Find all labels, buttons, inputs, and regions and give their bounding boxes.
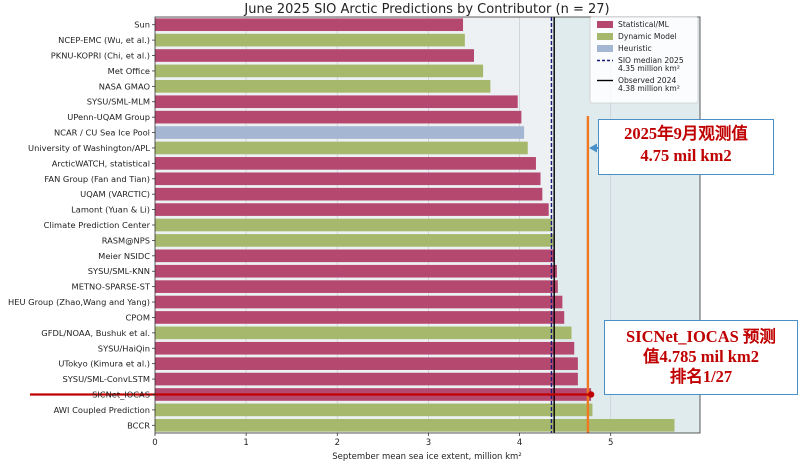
- y-tick-label-25: AWI Coupled Prediction: [54, 405, 150, 415]
- legend-swatch-0: [597, 21, 613, 28]
- bar-14: [155, 234, 554, 247]
- bar-18: [155, 295, 563, 309]
- sicnet-annotation-line3: 排名1/27: [669, 366, 733, 386]
- y-tick-label-12: Lamont (Yuan & Li): [71, 205, 150, 215]
- observed-2025-annotation: 2025年9月观测值 4.75 mil km2: [598, 119, 774, 175]
- x-tick-label-5: 5: [608, 438, 613, 448]
- y-tick-label-22: UTokyo (Kimura et al.): [58, 359, 150, 369]
- bar-4: [155, 80, 491, 93]
- bar-10: [155, 172, 541, 186]
- sicnet-annotation-line1: SICNet_IOCAS 预测: [626, 327, 776, 346]
- bar-3: [155, 64, 484, 78]
- bar-1: [155, 33, 465, 47]
- y-tick-label-19: CPOM: [126, 312, 151, 322]
- y-tick-label-9: ArcticWATCH, statistical: [52, 158, 150, 168]
- y-tick-label-11: UQAM (VARCTIC): [80, 189, 150, 199]
- bars: [155, 18, 675, 432]
- legend-frame: [589, 16, 699, 104]
- observed-2025-title: 2025年9月观测值: [624, 124, 748, 143]
- y-tick-label-18: HEU Group (Zhao,Wang and Yang): [8, 297, 150, 307]
- chart-title: June 2025 SIO Arctic Predictions by Cont…: [243, 2, 609, 17]
- y-tick-label-23: SYSU/SML-ConvLSTM: [62, 374, 150, 384]
- y-tick-label-15: Meier NSIDC: [98, 251, 150, 261]
- bar-9: [155, 157, 536, 170]
- bar-5: [155, 95, 518, 109]
- legend-label-2: Heuristic: [618, 44, 652, 53]
- bar-8: [155, 141, 528, 155]
- legend-label-3: SIO median 2025: [618, 56, 684, 65]
- bar-7: [155, 126, 525, 139]
- legend-swatch-1: [597, 33, 613, 40]
- bar-13: [155, 218, 553, 232]
- x-tick-label-1: 1: [243, 438, 248, 448]
- y-tick-label-26: BCCR: [127, 420, 150, 430]
- bar-11: [155, 187, 543, 201]
- sicnet-annotation: SICNet_IOCAS 预测 值4.785 mil km2 排名1/27: [604, 320, 798, 395]
- x-tick-label-4: 4: [517, 438, 522, 448]
- y-tick-label-17: METNO-SPARSE-ST: [72, 282, 151, 292]
- observed-2025-value: 4.75 mil km2: [640, 145, 732, 165]
- reference-lines: [30, 17, 595, 433]
- x-tick-label-2: 2: [335, 438, 340, 448]
- plot-frame: [154, 16, 701, 434]
- legend-label-0: Statistical/ML: [618, 20, 670, 29]
- bar-23: [155, 372, 578, 386]
- legend-swatch-2: [597, 45, 613, 52]
- legend-sublabel-3: 4.35 million km²: [618, 64, 680, 73]
- y-tick-label-4: NASA GMAO: [99, 81, 151, 91]
- annotation-arrow-head: [589, 143, 597, 153]
- sicnet-highlight-marker: [587, 391, 595, 398]
- bar-25: [155, 403, 593, 417]
- bar-16: [155, 264, 557, 278]
- bar-0: [155, 18, 464, 32]
- legend-label-1: Dynamic Model: [618, 32, 677, 41]
- y-tick-label-7: NCAR / CU Sea Ice Pool: [54, 128, 150, 138]
- y-tick-label-13: Climate Prediction Center: [44, 220, 151, 230]
- bar-20: [155, 326, 572, 340]
- y-tick-label-10: FAN Group (Fan and Tian): [44, 174, 150, 184]
- x-tick-label-3: 3: [426, 438, 431, 448]
- bar-2: [155, 49, 474, 62]
- bar-19: [155, 311, 565, 324]
- y-tick-label-6: UPenn-UQAM Group: [67, 112, 150, 122]
- y-tick-label-0: Sun: [134, 20, 150, 30]
- y-tick-label-1: NCEP-EMC (Wu, et al.): [58, 35, 150, 45]
- bar-21: [155, 341, 575, 355]
- sicnet-annotation-line2: 值4.785 mil km2: [643, 346, 759, 366]
- legend-label-4: Observed 2024: [618, 76, 676, 85]
- y-tick-label-16: SYSU/SML-KNN: [88, 266, 150, 276]
- legend-sublabel-4: 4.38 million km²: [618, 84, 680, 93]
- bar-26: [155, 418, 675, 432]
- y-tick-label-5: SYSU/SML-MLM: [87, 97, 150, 107]
- y-tick-label-14: RASM@NPS: [102, 235, 150, 245]
- y-tick-label-8: University of Washington/APL: [28, 143, 150, 153]
- bar-15: [155, 249, 555, 263]
- y-tick-label-3: Met Office: [108, 66, 150, 76]
- bar-17: [155, 280, 558, 293]
- bar-12: [155, 203, 549, 216]
- x-tick-label-0: 0: [152, 438, 157, 448]
- bar-6: [155, 110, 522, 124]
- legend: Statistical/ML Dynamic Model Heuristic SIO …: [589, 16, 699, 104]
- y-tick-label-20: GFDL/NOAA, Bushuk et al.: [41, 328, 150, 338]
- y-tick-label-2: PKNU-KOPRI (Chi, et al.): [51, 51, 150, 61]
- x-axis-label: September mean sea ice extent, million k…: [332, 452, 521, 462]
- y-tick-label-24: SICNet_IOCAS: [92, 389, 150, 399]
- bar-22: [155, 357, 578, 370]
- axes: Sun NCEP-EMC (Wu, et al.) PKNU-KOPRI (Chi,…: [8, 16, 701, 448]
- y-tick-label-21: SYSU/HaiQin: [98, 343, 150, 353]
